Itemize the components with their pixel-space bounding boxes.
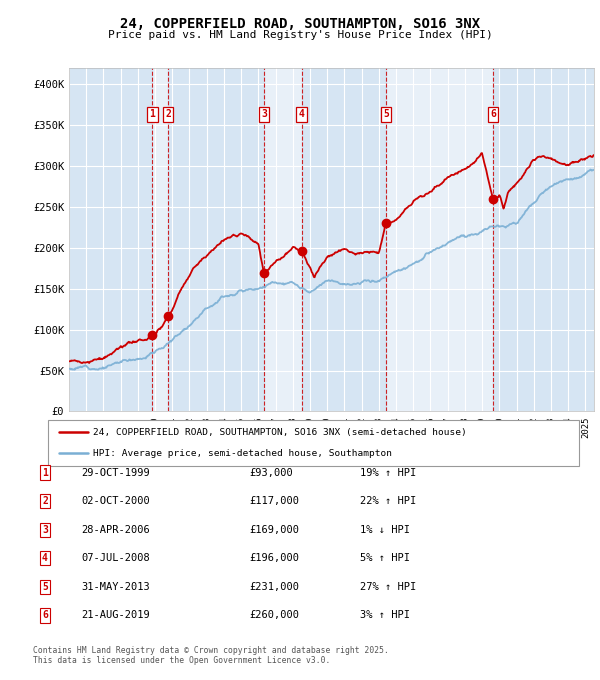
Text: 2: 2 (42, 496, 48, 506)
Text: 1% ↓ HPI: 1% ↓ HPI (360, 525, 410, 534)
Bar (168, 68, 264, 411)
Text: 5: 5 (42, 582, 48, 592)
Text: 4: 4 (42, 554, 48, 563)
Text: £93,000: £93,000 (249, 468, 293, 477)
Text: 07-JUL-2008: 07-JUL-2008 (81, 554, 150, 563)
Text: £169,000: £169,000 (249, 525, 299, 534)
Text: 19% ↑ HPI: 19% ↑ HPI (360, 468, 416, 477)
Text: 1: 1 (42, 468, 48, 477)
Bar (493, 68, 594, 411)
Bar (69, 68, 152, 411)
Text: 5% ↑ HPI: 5% ↑ HPI (360, 554, 410, 563)
Text: £231,000: £231,000 (249, 582, 299, 592)
Text: HPI: Average price, semi-detached house, Southampton: HPI: Average price, semi-detached house,… (93, 449, 392, 458)
Text: £196,000: £196,000 (249, 554, 299, 563)
Text: 24, COPPERFIELD ROAD, SOUTHAMPTON, SO16 3NX (semi-detached house): 24, COPPERFIELD ROAD, SOUTHAMPTON, SO16 … (93, 428, 467, 437)
Text: 3: 3 (42, 525, 48, 534)
Text: 21-AUG-2019: 21-AUG-2019 (81, 611, 150, 620)
Text: 2: 2 (165, 109, 171, 120)
Text: Price paid vs. HM Land Registry's House Price Index (HPI): Price paid vs. HM Land Registry's House … (107, 30, 493, 40)
Text: 28-APR-2006: 28-APR-2006 (81, 525, 150, 534)
Text: 24, COPPERFIELD ROAD, SOUTHAMPTON, SO16 3NX: 24, COPPERFIELD ROAD, SOUTHAMPTON, SO16 … (120, 17, 480, 31)
Text: 4: 4 (299, 109, 305, 120)
Text: 31-MAY-2013: 31-MAY-2013 (81, 582, 150, 592)
Text: 6: 6 (490, 109, 496, 120)
Text: £260,000: £260,000 (249, 611, 299, 620)
Bar (302, 68, 386, 411)
Text: Contains HM Land Registry data © Crown copyright and database right 2025.
This d: Contains HM Land Registry data © Crown c… (33, 645, 389, 665)
Text: 5: 5 (383, 109, 389, 120)
Text: 3% ↑ HPI: 3% ↑ HPI (360, 611, 410, 620)
Text: 3: 3 (261, 109, 267, 120)
Text: 6: 6 (42, 611, 48, 620)
Text: 1: 1 (149, 109, 155, 120)
Text: 22% ↑ HPI: 22% ↑ HPI (360, 496, 416, 506)
Text: 29-OCT-1999: 29-OCT-1999 (81, 468, 150, 477)
Text: 02-OCT-2000: 02-OCT-2000 (81, 496, 150, 506)
Text: £117,000: £117,000 (249, 496, 299, 506)
Text: 27% ↑ HPI: 27% ↑ HPI (360, 582, 416, 592)
